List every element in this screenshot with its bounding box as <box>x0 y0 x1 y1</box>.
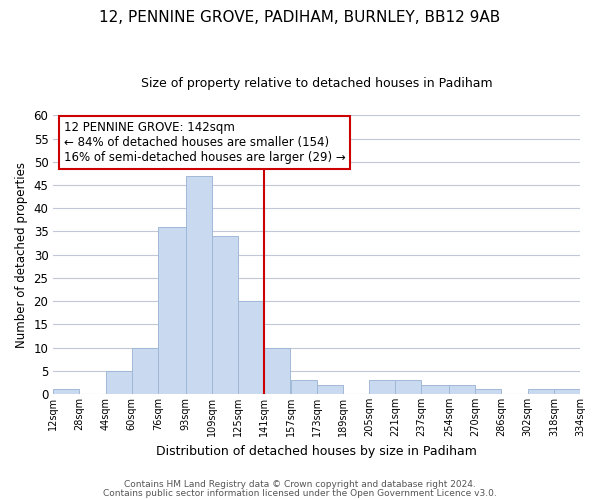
Text: 12 PENNINE GROVE: 142sqm
← 84% of detached houses are smaller (154)
16% of semi-: 12 PENNINE GROVE: 142sqm ← 84% of detach… <box>64 121 346 164</box>
Bar <box>106 371 131 394</box>
Bar <box>53 390 79 394</box>
Bar <box>369 380 395 394</box>
Y-axis label: Number of detached properties: Number of detached properties <box>15 162 28 348</box>
Bar <box>290 380 317 394</box>
Bar <box>186 176 212 394</box>
Bar <box>395 380 421 394</box>
Text: Contains HM Land Registry data © Crown copyright and database right 2024.: Contains HM Land Registry data © Crown c… <box>124 480 476 489</box>
Bar <box>421 384 449 394</box>
Text: 12, PENNINE GROVE, PADIHAM, BURNLEY, BB12 9AB: 12, PENNINE GROVE, PADIHAM, BURNLEY, BB1… <box>100 10 500 25</box>
Bar <box>475 390 502 394</box>
X-axis label: Distribution of detached houses by size in Padiham: Distribution of detached houses by size … <box>156 444 477 458</box>
Title: Size of property relative to detached houses in Padiham: Size of property relative to detached ho… <box>141 78 493 90</box>
Bar <box>449 384 475 394</box>
Bar <box>528 390 554 394</box>
Bar <box>238 301 264 394</box>
Bar <box>265 348 290 394</box>
Bar <box>317 384 343 394</box>
Bar <box>554 390 580 394</box>
Text: Contains public sector information licensed under the Open Government Licence v3: Contains public sector information licen… <box>103 488 497 498</box>
Bar <box>132 348 158 394</box>
Bar <box>212 236 238 394</box>
Bar <box>158 227 185 394</box>
